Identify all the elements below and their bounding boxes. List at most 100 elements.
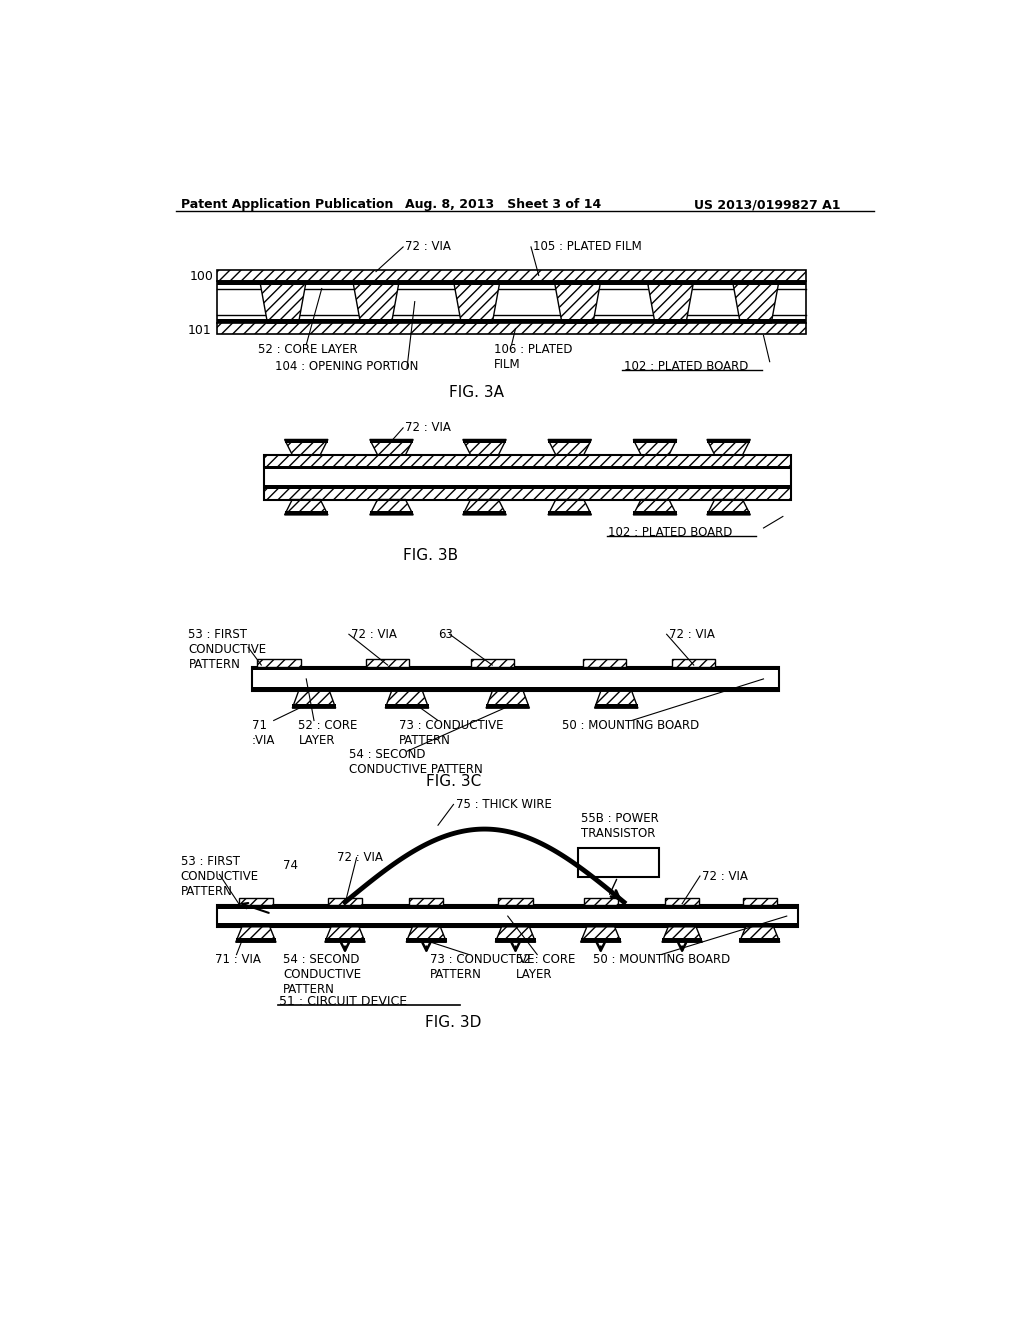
- Bar: [217, 906, 799, 927]
- Text: 105 : PLATED FILM: 105 : PLATED FILM: [534, 240, 642, 253]
- Bar: [471, 659, 514, 667]
- Bar: [252, 667, 779, 671]
- Polygon shape: [707, 440, 751, 455]
- Bar: [236, 939, 276, 942]
- Bar: [263, 484, 791, 488]
- Text: 72 : VIA: 72 : VIA: [669, 628, 715, 640]
- Polygon shape: [554, 281, 601, 323]
- Bar: [252, 667, 779, 692]
- Bar: [263, 455, 791, 499]
- Text: 71 : VIA: 71 : VIA: [215, 953, 261, 966]
- Bar: [499, 899, 532, 906]
- Text: 72 : VIA: 72 : VIA: [337, 851, 383, 865]
- Bar: [366, 659, 410, 667]
- Text: 54 : SECOND
CONDUCTIVE
PATTERN: 54 : SECOND CONDUCTIVE PATTERN: [283, 953, 361, 997]
- Bar: [633, 511, 677, 515]
- Text: FIG. 3A: FIG. 3A: [450, 385, 504, 400]
- Bar: [217, 318, 806, 323]
- Polygon shape: [407, 927, 446, 942]
- Bar: [325, 939, 366, 942]
- Text: 102 : PLATED BOARD: 102 : PLATED BOARD: [624, 360, 749, 374]
- Polygon shape: [463, 499, 506, 515]
- Polygon shape: [370, 440, 414, 455]
- Polygon shape: [385, 692, 429, 708]
- Bar: [583, 659, 627, 667]
- Bar: [217, 281, 806, 323]
- Text: 53 : FIRST
CONDUCTIVE
PATTERN: 53 : FIRST CONDUCTIVE PATTERN: [188, 628, 266, 671]
- Text: 101: 101: [188, 323, 212, 337]
- Bar: [370, 440, 414, 444]
- Polygon shape: [292, 692, 336, 708]
- Bar: [263, 455, 791, 499]
- Bar: [548, 511, 592, 515]
- Polygon shape: [454, 281, 500, 323]
- Polygon shape: [707, 499, 751, 515]
- Text: 54 : SECOND
CONDUCTIVE PATTERN: 54 : SECOND CONDUCTIVE PATTERN: [349, 748, 482, 776]
- Bar: [252, 688, 779, 692]
- Bar: [285, 511, 328, 515]
- Polygon shape: [285, 499, 328, 515]
- Polygon shape: [548, 440, 592, 455]
- Text: 104 : OPENING PORTION: 104 : OPENING PORTION: [275, 360, 419, 374]
- Polygon shape: [260, 281, 306, 323]
- Bar: [239, 899, 273, 906]
- Text: 72 : VIA: 72 : VIA: [351, 628, 397, 640]
- Bar: [263, 466, 791, 470]
- Polygon shape: [236, 927, 276, 942]
- Text: 63: 63: [438, 628, 454, 640]
- Polygon shape: [662, 927, 702, 942]
- Bar: [257, 659, 301, 667]
- Bar: [739, 939, 779, 942]
- Text: US 2013/0199827 A1: US 2013/0199827 A1: [693, 198, 841, 211]
- Text: 50 : MOUNTING BOARD: 50 : MOUNTING BOARD: [593, 953, 730, 966]
- Text: 73 : CONDUCTIVE
PATTERN: 73 : CONDUCTIVE PATTERN: [430, 953, 535, 981]
- Polygon shape: [633, 440, 677, 455]
- Polygon shape: [633, 499, 677, 515]
- Bar: [463, 511, 506, 515]
- Bar: [584, 899, 617, 906]
- Text: 100: 100: [189, 271, 213, 284]
- Text: 73 : CONDUCTIVE
PATTERN: 73 : CONDUCTIVE PATTERN: [399, 719, 504, 747]
- Bar: [633, 440, 677, 444]
- Bar: [672, 659, 716, 667]
- Text: 52 : CORE
LAYER: 52 : CORE LAYER: [299, 719, 357, 747]
- Polygon shape: [647, 281, 693, 323]
- Bar: [486, 705, 529, 708]
- Bar: [496, 939, 536, 942]
- Bar: [217, 323, 806, 334]
- Polygon shape: [370, 499, 414, 515]
- Text: 50 : MOUNTING BOARD: 50 : MOUNTING BOARD: [562, 719, 699, 733]
- Bar: [385, 705, 429, 708]
- Polygon shape: [548, 499, 592, 515]
- Polygon shape: [325, 927, 366, 942]
- Text: 55B : POWER
TRANSISTOR: 55B : POWER TRANSISTOR: [582, 812, 659, 840]
- Bar: [665, 899, 699, 906]
- Text: Aug. 8, 2013   Sheet 3 of 14: Aug. 8, 2013 Sheet 3 of 14: [406, 198, 602, 211]
- Text: Patent Application Publication: Patent Application Publication: [180, 198, 393, 211]
- Bar: [263, 466, 791, 488]
- Bar: [292, 705, 336, 708]
- Bar: [407, 939, 446, 942]
- Bar: [548, 440, 592, 444]
- Text: 75 : THICK WIRE: 75 : THICK WIRE: [456, 797, 552, 810]
- Text: 52 : CORE LAYER: 52 : CORE LAYER: [258, 343, 357, 356]
- Bar: [410, 899, 443, 906]
- Text: 72 : VIA: 72 : VIA: [406, 240, 452, 253]
- Text: 71
:VIA: 71 :VIA: [252, 719, 275, 747]
- Polygon shape: [352, 281, 399, 323]
- Bar: [742, 899, 776, 906]
- Text: 72 : VIA: 72 : VIA: [701, 870, 748, 883]
- Text: 52 : CORE
LAYER: 52 : CORE LAYER: [515, 953, 574, 981]
- Bar: [328, 899, 362, 906]
- Polygon shape: [732, 281, 779, 323]
- Polygon shape: [739, 927, 779, 942]
- Bar: [217, 906, 799, 909]
- Text: 53 : FIRST
CONDUCTIVE
PATTERN: 53 : FIRST CONDUCTIVE PATTERN: [180, 855, 259, 898]
- Bar: [707, 511, 751, 515]
- Text: 106 : PLATED
FILM: 106 : PLATED FILM: [494, 343, 572, 371]
- Text: 102 : PLATED BOARD: 102 : PLATED BOARD: [608, 527, 733, 540]
- Text: 74: 74: [284, 859, 298, 873]
- Bar: [707, 440, 751, 444]
- Polygon shape: [595, 692, 638, 708]
- Bar: [285, 440, 328, 444]
